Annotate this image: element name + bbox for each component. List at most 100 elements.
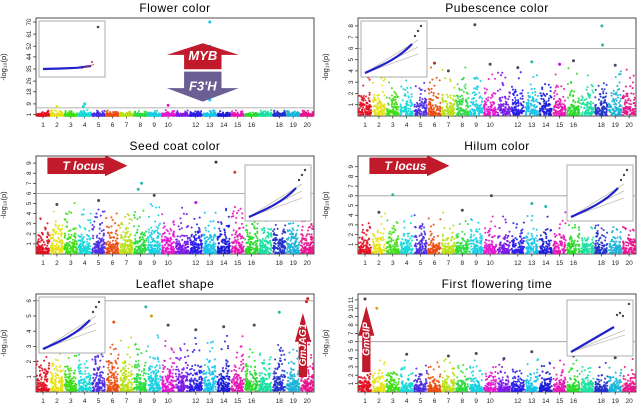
peak-point: [600, 24, 604, 28]
gene-label: F3'H: [189, 79, 217, 94]
chromosome-tick-label: 19: [612, 122, 620, 129]
chromosome-scatter: [216, 207, 231, 255]
chromosome-tick-label: 12: [514, 398, 522, 405]
chromosome-tick-label: 18: [276, 260, 284, 267]
y-tick-label: 1: [26, 112, 33, 116]
chromosome-tick-label: 12: [192, 398, 200, 405]
chromosome-tick-label: 7: [125, 122, 129, 129]
chromosome-scatter: [524, 358, 540, 393]
chromosome-scatter: [524, 214, 539, 255]
chromosome-tick-label: 3: [69, 398, 73, 405]
chromosome-tick-label: 5: [419, 260, 423, 267]
chromosome-scatter: [146, 109, 162, 117]
chromosome-tick-label: 7: [447, 122, 451, 129]
chromosome-scatter: [427, 66, 442, 117]
chromosome-tick-label: 1: [41, 398, 45, 405]
qq-plot-inset: [38, 20, 106, 78]
chromosome-scatter: [482, 73, 498, 117]
chromosome-scatter: [230, 335, 245, 393]
chromosome-scatter: [580, 226, 595, 255]
chromosome-scatter: [454, 66, 470, 117]
chromosome-scatter: [133, 343, 148, 393]
gene-arrow: [294, 313, 311, 377]
chromosome-scatter: [357, 369, 373, 393]
chromosome-tick-label: 9: [152, 398, 156, 405]
chromosome-tick-label: 1: [41, 260, 45, 267]
chromosome-scatter: [132, 209, 148, 255]
chromosome-scatter: [482, 215, 498, 255]
peak-point: [530, 350, 534, 354]
chromosome-scatter: [49, 109, 64, 117]
y-tick-label: 7: [348, 331, 355, 335]
chromosome-tick-label: 8: [138, 260, 142, 267]
y-tick-label: 3: [26, 344, 33, 348]
y-tick-label: 4: [348, 213, 355, 217]
chromosome-scatter: [621, 68, 637, 117]
chromosome-scatter: [244, 348, 259, 392]
chromosome-scatter: [621, 215, 637, 255]
y-tick-label: 4: [26, 211, 33, 215]
chromosome-tick-label: 2: [55, 398, 59, 405]
chromosome-scatter: [91, 342, 106, 393]
chromosome-scatter: [580, 365, 595, 393]
chromosome-tick-label: 10: [486, 260, 494, 267]
chromosome-scatter: [371, 212, 387, 255]
chromosome-scatter: [77, 208, 92, 255]
gene-label: T locus: [384, 159, 426, 173]
y-tick-label: 9: [348, 164, 355, 168]
chromosome-tick-label: 5: [97, 398, 101, 405]
chromosome-scatter: [496, 358, 511, 393]
chromosome-tick-label: 4: [405, 398, 409, 405]
peak-point: [530, 202, 534, 205]
peak-point: [222, 325, 226, 329]
y-tick-label: 1: [348, 242, 355, 246]
chromosome-tick-label: 9: [474, 398, 478, 405]
peak-point: [530, 60, 534, 64]
chromosome-tick-label: 18: [598, 260, 606, 267]
chromosome-scatter: [35, 337, 51, 393]
chromosome-scatter: [133, 109, 148, 117]
y-tick-label: 44: [26, 53, 33, 61]
chromosome-tick-label: 6: [433, 122, 437, 129]
peak-point: [306, 297, 310, 301]
peak-point: [166, 323, 170, 327]
peak-point: [460, 208, 464, 212]
chromosome-tick-label: 3: [391, 122, 395, 129]
chromosome-scatter: [258, 108, 273, 117]
chromosome-scatter: [566, 211, 581, 255]
chromosome-tick-label: 3: [69, 260, 73, 267]
chromosome-tick-label: 20: [303, 260, 311, 267]
y-tick-label: 1: [26, 375, 33, 379]
chromosome-tick-label: 8: [460, 260, 464, 267]
peak-point: [97, 199, 101, 202]
peak-point: [433, 61, 436, 65]
y-tick-label: 61: [26, 30, 33, 38]
y-tick-label: 3: [26, 221, 33, 225]
panel-title: Seed coat color: [129, 139, 221, 153]
y-tick-label: 5: [26, 314, 33, 318]
chromosome-scatter: [105, 212, 120, 255]
y-tick-label: 7: [348, 35, 355, 39]
chromosome-scatter: [216, 334, 231, 393]
chromosome-tick-label: 13: [528, 122, 536, 129]
chromosome-tick-label: 16: [248, 398, 256, 405]
peak-point: [194, 201, 198, 204]
chromosome-tick-label: 4: [83, 260, 87, 267]
peak-point: [55, 105, 59, 109]
chromosome-tick-label: 20: [303, 398, 311, 405]
chromosome-tick-label: 20: [625, 122, 633, 129]
y-tick-label: 8: [348, 24, 355, 28]
chromosome-tick-label: 19: [612, 398, 620, 405]
chromosome-tick-label: 13: [528, 260, 536, 267]
chromosome-scatter: [566, 67, 581, 117]
chromosome-tick-label: 16: [570, 260, 578, 267]
chromosome-tick-label: 18: [598, 398, 606, 405]
qq-plot-inset: [244, 164, 312, 222]
chromosome-tick-label: 14: [542, 122, 550, 129]
chromosome-tick-label: 16: [570, 398, 578, 405]
chromosome-scatter: [188, 216, 204, 255]
